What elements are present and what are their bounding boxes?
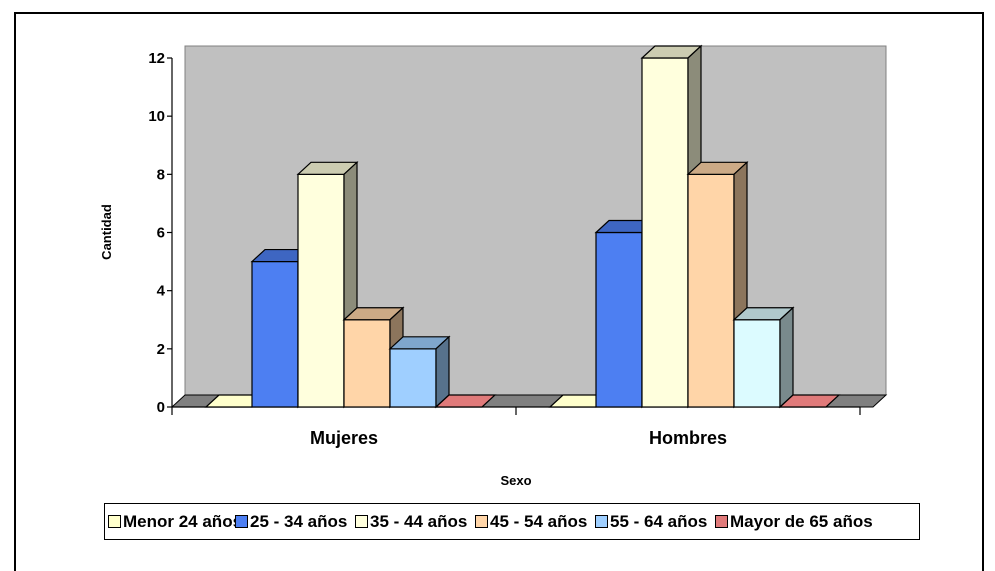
bar-mujeres-5-front: [389, 348, 437, 408]
legend-swatch: [595, 515, 608, 528]
y-tick-label: 0: [157, 399, 165, 416]
legend-swatch: [235, 515, 248, 528]
bar-hombres-6-flat: [778, 394, 841, 408]
legend-swatch: [355, 515, 368, 528]
legend-item: 45 - 54 años: [475, 512, 595, 532]
x-axis-title: Sexo: [500, 473, 531, 488]
bar-mujeres-2-front: [251, 260, 299, 408]
y-tick-label: 8: [157, 166, 165, 183]
y-tick-label: 10: [148, 108, 165, 125]
legend-item: 55 - 64 años: [595, 512, 715, 532]
x-category-label: Mujeres: [310, 428, 378, 448]
y-tick-label: 4: [157, 283, 166, 300]
bar-mujeres-4-front: [343, 319, 391, 408]
legend-swatch: [475, 515, 488, 528]
legend-label: 25 - 34 años: [250, 511, 348, 531]
legend-item: 35 - 44 años: [355, 512, 475, 532]
bar-mujeres-3-front: [297, 173, 345, 408]
legend-item: 25 - 34 años: [235, 512, 355, 532]
legend-label: Menor 24 años: [123, 511, 235, 531]
legend: Menor 24 años 25 - 34 años 35 - 44 años 45 …: [104, 503, 920, 540]
legend-swatch: [715, 515, 728, 528]
legend-label: 55 - 64 años: [610, 511, 708, 531]
legend-item: Mayor de 65 años: [715, 512, 905, 532]
y-tick-label: 6: [157, 225, 165, 242]
bar-hombres-5-front: [733, 319, 781, 408]
legend-label: 45 - 54 años: [490, 511, 588, 531]
bar-hombres-3-front: [641, 57, 689, 408]
y-axis-title: Cantidad: [99, 204, 114, 260]
bar-hombres-2-front: [595, 231, 643, 408]
y-tick-label: 2: [157, 341, 165, 358]
x-category-label: Hombres: [649, 428, 727, 448]
bar-mujeres-6-flat: [434, 394, 497, 408]
bar-hombres-4-front: [687, 173, 735, 408]
legend-swatch: [108, 515, 121, 528]
y-tick-label: 12: [148, 50, 165, 67]
bar-hombres-5-side: [779, 306, 794, 409]
legend-item: Menor 24 años: [108, 512, 235, 532]
legend-label: Mayor de 65 años: [730, 511, 873, 531]
legend-label: 35 - 44 años: [370, 511, 468, 531]
